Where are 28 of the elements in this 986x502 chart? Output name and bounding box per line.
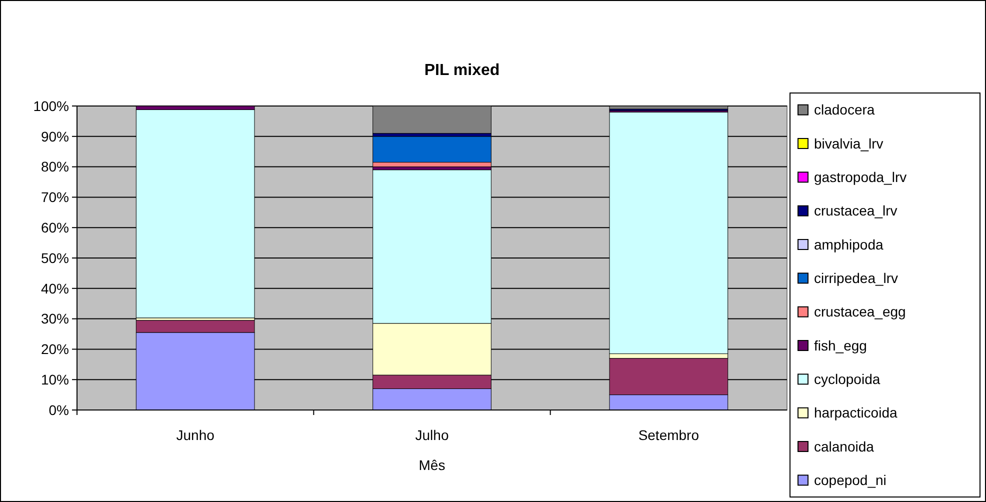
y-tick-label: 20% <box>40 341 69 358</box>
y-tick-label: 90% <box>40 128 69 144</box>
y-tick-label: 70% <box>40 189 69 206</box>
legend-label: harpacticoida <box>814 404 898 421</box>
y-tick-label: 10% <box>40 372 69 388</box>
legend-label: gastropoda_lrv <box>814 169 907 186</box>
y-tick-label: 80% <box>40 158 69 175</box>
legend-label: bivalvia_lrv <box>814 135 884 152</box>
y-tick-label: 0% <box>48 402 69 418</box>
x-tick-label: Junho <box>176 427 215 443</box>
legend-label: crustacea_lrv <box>814 202 898 219</box>
y-tick-label: 40% <box>40 280 69 296</box>
legend-label: crustacea_egg <box>814 304 906 320</box>
legend-label: calanoida <box>814 438 874 454</box>
x-tick-label: Setembro <box>638 427 700 443</box>
legend-label: copepod_ni <box>814 472 886 488</box>
y-tick-label: 50% <box>40 250 69 266</box>
legend-label: fish_egg <box>814 337 867 354</box>
legend-label: cirripedea_lrv <box>814 270 898 286</box>
legend-label: cyclopoida <box>814 371 880 388</box>
legend-label: cladocera <box>814 102 875 118</box>
x-axis-title: Mês <box>418 457 446 473</box>
legend-label: amphipoda <box>814 236 884 252</box>
chart-title: PIL mixed <box>424 62 500 79</box>
x-tick-label: Julho <box>415 427 449 443</box>
y-tick-label: 100% <box>33 98 69 114</box>
y-tick-label: 30% <box>40 310 69 327</box>
y-tick-label: 60% <box>40 220 69 236</box>
